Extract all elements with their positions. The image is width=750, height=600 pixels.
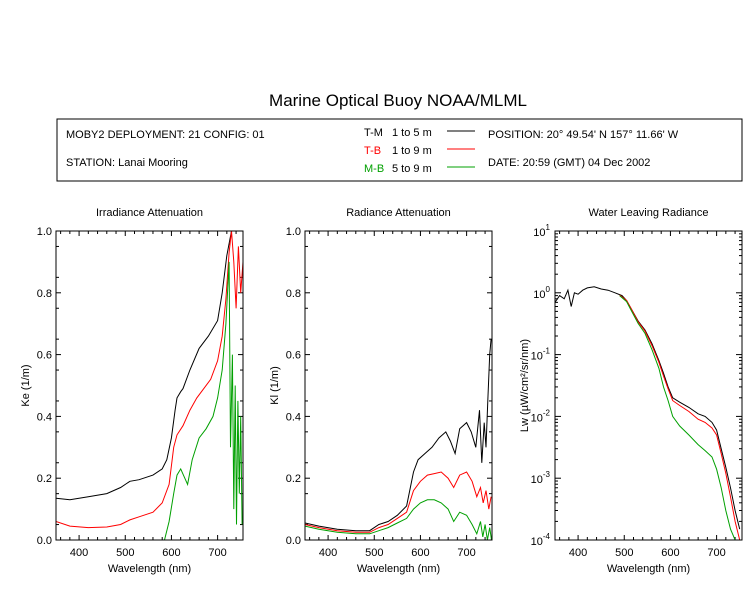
station-text: STATION: Lanai Mooring	[66, 157, 188, 169]
water-leaving-ytick-label: 10-1	[531, 347, 551, 363]
legend-entry-t-m: T-M 1 to 5 m	[364, 127, 475, 139]
radiance-attenuation-panel: Radiance Attenuation Wavelength (nm) Kl (1…	[269, 207, 493, 575]
radiance-ytick-label: 1.0	[286, 226, 301, 238]
radiance-xlabel: Wavelength (nm)	[357, 563, 440, 575]
water-leaving-ytick-label: 101	[533, 223, 550, 239]
radiance-xtick-label: 600	[411, 547, 429, 559]
radiance-xtick-label: 400	[319, 547, 337, 559]
deployment-text: MOBY2 DEPLOYMENT: 21 CONFIG: 01	[66, 129, 265, 141]
radiance-plot-frame	[304, 230, 493, 541]
irradiance-attenuation-panel: Irradiance Attenuation Wavelength (nm) Ke …	[20, 207, 244, 575]
irradiance-xlabel: Wavelength (nm)	[108, 563, 191, 575]
irradiance-series-t-b	[56, 231, 243, 529]
irradiance-ytick-label: 0.0	[37, 535, 52, 547]
irradiance-series-m-b	[164, 261, 243, 540]
water-leaving-title: Water Leaving Radiance	[588, 207, 708, 219]
irradiance-ylabel: Ke (1/m)	[20, 364, 32, 406]
radiance-ylabel: Kl (1/m)	[269, 366, 281, 405]
radiance-series-t-b	[305, 471, 492, 533]
water-leaving-xlabel: Wavelength (nm)	[607, 563, 690, 575]
irradiance-xtick-label: 700	[208, 547, 226, 559]
irradiance-ytick-label: 0.4	[37, 411, 52, 423]
legend-range-t-m: 1 to 5 m	[392, 127, 432, 139]
legend: T-M 1 to 5 m T-B 1 to 9 m M-B 5 to 9 m	[364, 127, 475, 175]
info-box-frame	[56, 118, 743, 182]
water-leaving-ytick-label: 10-3	[531, 470, 551, 486]
date-text: DATE: 20:59 (GMT) 04 Dec 2002	[488, 157, 650, 169]
irradiance-title: Irradiance Attenuation	[96, 207, 203, 219]
legend-range-m-b: 5 to 9 m	[392, 163, 432, 175]
radiance-ytick-label: 0.8	[286, 288, 301, 300]
water-leaving-ytick-label: 100	[533, 285, 550, 301]
water-leaving-xtick-label: 500	[615, 547, 633, 559]
water-leaving-series-m-b	[619, 295, 736, 540]
water-leaving-series-t-m	[555, 286, 741, 530]
radiance-ytick-label: 0.6	[286, 350, 301, 362]
irradiance-plot-frame	[55, 230, 244, 541]
irradiance-xtick-label: 500	[116, 547, 134, 559]
radiance-ytick-label: 0.2	[286, 473, 301, 485]
radiance-title: Radiance Attenuation	[346, 207, 451, 219]
water-leaving-plot-frame	[554, 230, 743, 541]
info-box: MOBY2 DEPLOYMENT: 21 CONFIG: 01 STATION:…	[56, 118, 743, 182]
radiance-series-t-m	[305, 339, 492, 532]
legend-code-t-b: T-B	[364, 145, 381, 157]
irradiance-ytick-label: 0.2	[37, 473, 52, 485]
position-text: POSITION: 20° 49.54' N 157° 11.66' W	[488, 129, 679, 141]
water-leaving-xtick-label: 400	[569, 547, 587, 559]
legend-code-t-m: T-M	[364, 127, 383, 139]
radiance-series-m-b	[305, 499, 492, 540]
figure-title: Marine Optical Buoy NOAA/MLML	[269, 91, 527, 110]
irradiance-ytick-label: 0.6	[37, 350, 52, 362]
water-leaving-xtick-label: 700	[707, 547, 725, 559]
water-leaving-ytick-label: 10-4	[531, 532, 551, 548]
radiance-ytick-label: 0.0	[286, 535, 301, 547]
water-leaving-xtick-label: 600	[661, 547, 679, 559]
water-leaving-ylabel: Lw (µW/cm²/sr/nm)	[519, 339, 531, 432]
irradiance-xtick-label: 600	[162, 547, 180, 559]
water-leaving-radiance-panel: Water Leaving Radiance Wavelength (nm) Lw …	[519, 207, 743, 575]
irradiance-ytick-label: 1.0	[37, 226, 52, 238]
radiance-xtick-label: 700	[457, 547, 475, 559]
irradiance-xtick-label: 400	[70, 547, 88, 559]
legend-entry-t-b: T-B 1 to 9 m	[364, 145, 475, 157]
radiance-ytick-label: 0.4	[286, 411, 301, 423]
irradiance-series-t-m	[56, 231, 232, 501]
irradiance-ytick-label: 0.8	[37, 288, 52, 300]
legend-range-t-b: 1 to 9 m	[392, 145, 432, 157]
water-leaving-ytick-label: 10-2	[531, 408, 551, 424]
legend-entry-m-b: M-B 5 to 9 m	[364, 163, 475, 175]
water-leaving-series-t-b	[619, 294, 741, 540]
legend-code-m-b: M-B	[364, 163, 384, 175]
radiance-xtick-label: 500	[365, 547, 383, 559]
